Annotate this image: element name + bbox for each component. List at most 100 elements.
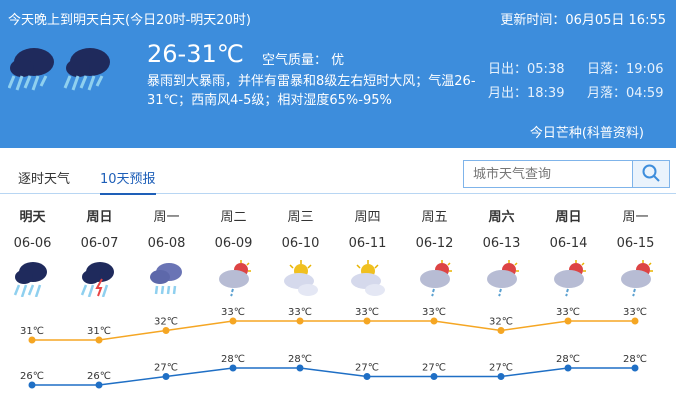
date: 06-08 [147, 236, 186, 251]
weekday: 周五 [421, 210, 448, 225]
high-temp-point [95, 336, 103, 344]
low-temp-label: 27℃ [422, 363, 446, 374]
moonrise: 月出：18:39 [488, 86, 565, 101]
tab-bar: 逐时天气 10天预报 [0, 150, 676, 195]
cloudy-shower-icon [214, 259, 254, 297]
weekday: 周六 [488, 210, 515, 225]
low-temp-label: 26℃ [20, 371, 44, 382]
high-temp-label: 31℃ [20, 326, 44, 337]
date: 06-06 [13, 236, 52, 251]
tab-10-day[interactable]: 10天预报 [100, 168, 156, 195]
date: 06-14 [549, 236, 588, 251]
weekday: 周三 [287, 210, 314, 225]
low-temp-point [564, 364, 572, 372]
rain-icon [147, 259, 187, 297]
cloudy-shower-icon [549, 259, 589, 297]
cloudy-shower-icon [482, 259, 522, 297]
high-temp-label: 33℃ [221, 307, 245, 318]
partly-cloudy-icon [348, 259, 388, 297]
low-temp-point [296, 364, 304, 372]
forecast-day: 周二 06-09 [200, 206, 267, 297]
weather-description: 暴雨到大暴雨，并伴有雷暴和8级左右短时大风；气温26-31℃；西南风4-5级；相… [147, 74, 476, 108]
low-temp-point [28, 381, 36, 389]
update-time: 更新时间：06月05日 16:55 [500, 13, 666, 28]
low-temp-label: 27℃ [154, 363, 178, 374]
low-temp-label: 28℃ [288, 354, 312, 365]
forecast-day: 周日 06-07 [66, 206, 133, 298]
heavy-rain-icon [7, 42, 128, 106]
date: 06-12 [415, 236, 454, 251]
search-input[interactable] [464, 161, 632, 187]
temperature-range: 26-31℃ [147, 40, 244, 68]
low-temp-label: 27℃ [355, 363, 379, 374]
date: 06-09 [214, 236, 253, 251]
high-temp-point [430, 317, 438, 325]
high-temp-label: 33℃ [623, 307, 647, 318]
low-temp-point [95, 381, 103, 389]
high-temp-point [296, 317, 304, 325]
date: 06-13 [482, 236, 521, 251]
high-temp-point [497, 327, 505, 334]
forecast-period-title: 今天晚上到明天白天(今日20时-明天20时) [8, 13, 251, 28]
high-temp-label: 32℃ [154, 317, 178, 328]
low-temp-label: 27℃ [489, 363, 513, 374]
weekday: 周二 [220, 210, 247, 225]
solar-term-link[interactable]: 今日芒种(科普资料) [529, 126, 644, 141]
forecast-day: 周四 06-11 [334, 206, 401, 297]
date: 06-11 [348, 236, 387, 251]
city-search [463, 160, 670, 188]
high-temp-point [28, 336, 36, 344]
moonset: 月落：04:59 [587, 86, 664, 101]
low-temp-point [363, 373, 371, 380]
forecast-day: 周一 06-08 [133, 206, 200, 297]
weekday: 明天 [19, 210, 46, 225]
forecast-day: 周六 06-13 [468, 206, 535, 297]
search-button[interactable] [632, 161, 669, 187]
forecast-day: 周日 06-14 [535, 206, 602, 297]
today-panel: 今天晚上到明天白天(今日20时-明天20时) 更新时间：06月05日 16:55… [0, 0, 676, 148]
high-temp-point [631, 317, 639, 325]
high-temp-line [32, 320, 635, 341]
high-temp-label: 33℃ [288, 307, 312, 318]
air-quality: 空气质量： 优 [262, 53, 345, 68]
high-temp-point [564, 317, 572, 325]
low-temp-point [162, 373, 170, 380]
thunderstorm-icon [80, 259, 120, 298]
low-temp-label: 28℃ [221, 354, 245, 365]
weekday: 周一 [622, 210, 649, 225]
forecast-day: 周一 06-15 [602, 206, 669, 297]
low-temp-line [32, 367, 635, 386]
high-temp-point [229, 317, 237, 325]
weekday: 周四 [354, 210, 381, 225]
weekday: 周一 [153, 210, 180, 225]
low-temp-label: 28℃ [623, 354, 647, 365]
date: 06-07 [80, 236, 119, 251]
cloudy-shower-icon [415, 259, 455, 297]
low-temp-label: 28℃ [556, 354, 580, 365]
high-temp-label: 33℃ [355, 307, 379, 318]
high-temp-point [363, 317, 371, 325]
temperature-chart: 31℃ 31℃ 32℃ 33℃ 33℃ 33℃ 33℃ 32℃ 33℃ 33℃ 26℃ 26℃ 27℃ 2… [20, 307, 647, 389]
weekday: 周日 [555, 210, 582, 225]
low-temp-point [631, 364, 639, 372]
low-temp-point [497, 373, 505, 380]
forecast-day: 周三 06-10 [267, 206, 334, 297]
high-temp-label: 33℃ [556, 307, 580, 318]
forecast-day: 明天 06-06 [0, 206, 66, 298]
high-temp-label: 31℃ [87, 326, 111, 337]
partly-cloudy-icon [281, 259, 321, 297]
weekday: 周日 [86, 210, 113, 225]
search-icon [642, 164, 660, 185]
low-temp-point [430, 373, 438, 380]
tab-hourly[interactable]: 逐时天气 [18, 172, 71, 187]
forecast-day: 周五 06-12 [401, 206, 468, 297]
high-temp-label: 32℃ [489, 317, 513, 328]
date: 06-15 [616, 236, 655, 251]
high-temp-label: 33℃ [422, 307, 446, 318]
low-temp-point [229, 364, 237, 372]
low-temp-label: 26℃ [87, 371, 111, 382]
cloudy-shower-icon [616, 259, 656, 297]
date: 06-10 [281, 236, 320, 251]
high-temp-point [162, 327, 170, 334]
sunset: 日落：19:06 [587, 62, 664, 77]
